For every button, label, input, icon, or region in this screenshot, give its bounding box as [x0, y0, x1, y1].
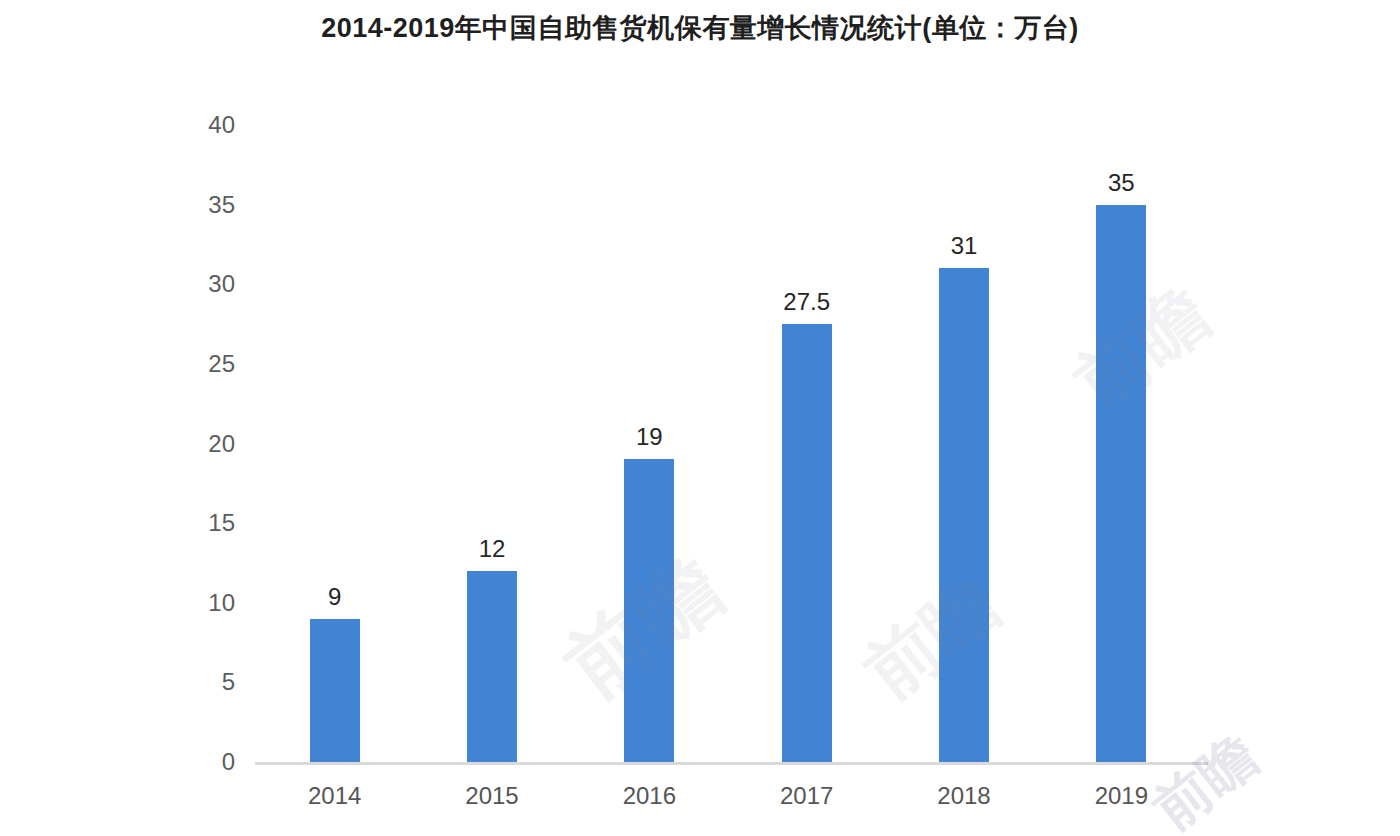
bar-value-label: 35: [1061, 169, 1181, 197]
y-tick-label: 10: [150, 590, 235, 616]
y-tick-label: 30: [150, 271, 235, 297]
bar-value-label: 12: [432, 535, 552, 563]
bar-2014: [310, 619, 360, 762]
x-tick-label: 2016: [589, 782, 709, 810]
y-tick-label: 40: [150, 112, 235, 138]
x-axis-line: [255, 762, 1208, 765]
y-tick-label: 20: [150, 431, 235, 457]
y-tick-label: 35: [150, 192, 235, 218]
chart-title: 2014-2019年中国自助售货机保有量增长情况统计(单位：万台): [0, 10, 1400, 46]
y-axis-labels: 0510152025303540: [150, 125, 235, 762]
bar-value-label: 19: [589, 423, 709, 451]
bar-value-label: 31: [904, 232, 1024, 260]
y-tick-label: 5: [150, 669, 235, 695]
x-tick-label: 2018: [904, 782, 1024, 810]
bar-2017: [782, 324, 832, 762]
bar-value-label: 27.5: [747, 288, 867, 316]
y-tick-label: 0: [150, 749, 235, 775]
y-tick-label: 25: [150, 351, 235, 377]
y-tick-label: 15: [150, 510, 235, 536]
bar-2018: [939, 268, 989, 762]
x-tick-label: 2015: [432, 782, 552, 810]
bar-2015: [467, 571, 517, 762]
x-tick-label: 2017: [747, 782, 867, 810]
plot-area: 9121927.53135 201420152016201720182019: [256, 125, 1200, 762]
bar-value-label: 9: [275, 583, 395, 611]
bar-2016: [624, 459, 674, 762]
bar-2019: [1096, 205, 1146, 762]
bar-chart: 2014-2019年中国自助售货机保有量增长情况统计(单位：万台) 0 5 10 15…: [0, 0, 1400, 836]
x-tick-label: 2014: [275, 782, 395, 810]
x-tick-label: 2019: [1061, 782, 1181, 810]
